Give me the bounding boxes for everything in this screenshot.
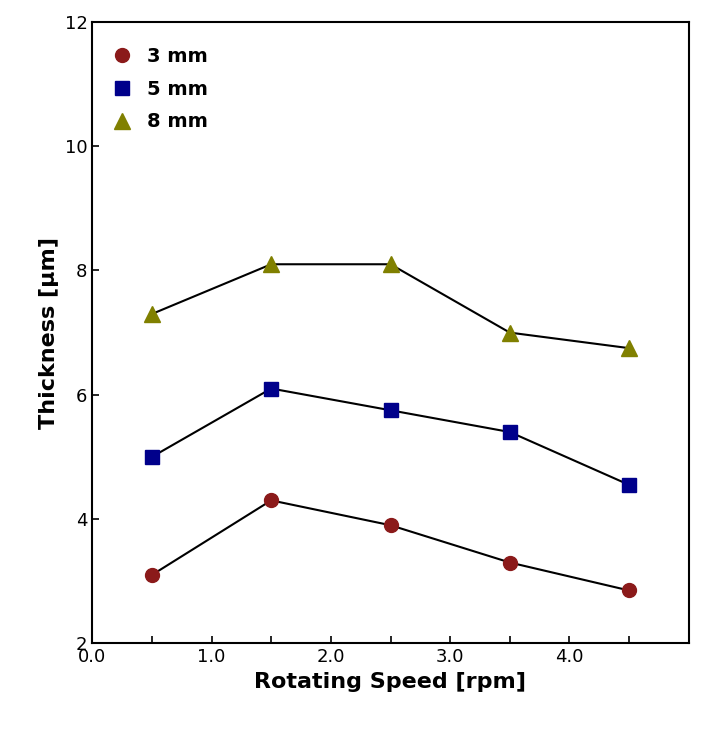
8 mm bbox=[506, 328, 514, 337]
5 mm bbox=[506, 428, 514, 436]
8 mm bbox=[267, 260, 275, 269]
5 mm bbox=[148, 452, 156, 461]
X-axis label: Rotating Speed [rpm]: Rotating Speed [rpm] bbox=[254, 672, 527, 692]
3 mm bbox=[625, 586, 633, 595]
Y-axis label: Thickness [µm]: Thickness [µm] bbox=[39, 237, 59, 428]
5 mm bbox=[267, 385, 275, 393]
Legend: 3 mm, 5 mm, 8 mm: 3 mm, 5 mm, 8 mm bbox=[102, 31, 223, 147]
5 mm bbox=[386, 406, 395, 414]
5 mm bbox=[625, 480, 633, 489]
Line: 5 mm: 5 mm bbox=[145, 382, 636, 492]
3 mm bbox=[386, 520, 395, 529]
Line: 3 mm: 3 mm bbox=[145, 493, 636, 597]
Line: 8 mm: 8 mm bbox=[144, 257, 637, 356]
8 mm bbox=[625, 344, 633, 352]
3 mm bbox=[148, 570, 156, 579]
8 mm bbox=[148, 310, 156, 319]
3 mm bbox=[267, 496, 275, 505]
8 mm bbox=[386, 260, 395, 269]
3 mm bbox=[506, 558, 514, 567]
